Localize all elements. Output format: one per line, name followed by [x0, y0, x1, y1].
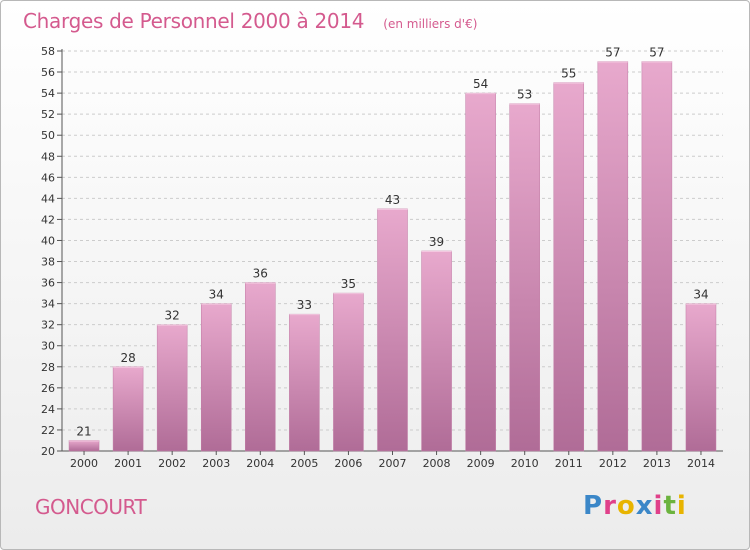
- bar: [685, 303, 717, 452]
- bar: [156, 324, 188, 452]
- bar-value-label: 36: [253, 267, 268, 281]
- bar-value-label: 34: [693, 288, 708, 302]
- bar: [509, 103, 540, 452]
- bar-value-label: 21: [76, 424, 91, 438]
- x-tick-label: 2004: [246, 457, 274, 470]
- chart-unit: (en milliers d'€): [383, 17, 478, 31]
- bar: [641, 61, 673, 452]
- y-tick-label: 52: [41, 108, 55, 121]
- y-tick-label: 20: [41, 445, 55, 458]
- title-row: Charges de Personnel 2000 à 2014 (en mil…: [23, 9, 477, 33]
- x-tick-label: 2014: [687, 457, 715, 470]
- x-tick-label: 2010: [511, 457, 539, 470]
- bar: [553, 82, 585, 452]
- bar: [112, 366, 144, 452]
- bar-value-label: 55: [561, 67, 576, 81]
- y-tick-label: 44: [41, 192, 55, 205]
- x-tick-label: 2003: [202, 457, 230, 470]
- bar: [377, 208, 408, 452]
- bar-value-label: 34: [209, 288, 224, 302]
- bar: [421, 250, 452, 452]
- x-tick-label: 2009: [467, 457, 495, 470]
- bar: [333, 292, 364, 452]
- y-tick-label: 46: [41, 171, 55, 184]
- bar-value-label: 43: [385, 193, 400, 207]
- logo-letter: P: [583, 491, 604, 521]
- logo-letter: i: [653, 491, 664, 521]
- y-tick-label: 26: [41, 382, 55, 395]
- y-tick-label: 56: [41, 66, 55, 79]
- logo-letter: r: [603, 491, 617, 521]
- y-tick-label: 50: [41, 129, 55, 142]
- y-tick-label: 48: [41, 150, 55, 163]
- logo-letter: t: [663, 491, 677, 521]
- bar-value-label: 28: [120, 351, 135, 365]
- x-tick-label: 2002: [158, 457, 186, 470]
- bar-value-label: 35: [341, 277, 356, 291]
- y-tick-label: 36: [41, 277, 55, 290]
- x-tick-label: 2007: [379, 457, 407, 470]
- x-tick-label: 2001: [114, 457, 142, 470]
- bar: [465, 92, 496, 452]
- y-tick-label: 24: [41, 403, 55, 416]
- y-tick-label: 40: [41, 234, 55, 247]
- x-tick-label: 2000: [70, 457, 98, 470]
- x-tick-label: 2012: [599, 457, 627, 470]
- y-tick-label: 42: [41, 213, 55, 226]
- bar: [289, 313, 320, 452]
- bar: [200, 303, 232, 452]
- bar-value-label: 39: [429, 235, 444, 249]
- x-tick-label: 2006: [334, 457, 362, 470]
- commune-name: GONCOURT: [35, 495, 147, 519]
- y-tick-label: 32: [41, 319, 55, 332]
- x-tick-label: 2013: [643, 457, 671, 470]
- y-tick-label: 54: [41, 87, 55, 100]
- bar-value-label: 53: [517, 88, 532, 102]
- logo-letter: o: [616, 491, 636, 521]
- y-tick-label: 58: [41, 45, 55, 58]
- bar-value-label: 57: [605, 46, 620, 60]
- y-tick-label: 22: [41, 424, 55, 437]
- y-tick-label: 38: [41, 256, 55, 269]
- chart-title: Charges de Personnel 2000 à 2014: [23, 9, 365, 33]
- x-tick-label: 2011: [555, 457, 583, 470]
- y-tick-label: 34: [41, 298, 55, 311]
- bar-value-label: 57: [649, 46, 664, 60]
- y-tick-label: 28: [41, 361, 55, 374]
- bar-value-label: 33: [297, 298, 312, 312]
- logo-letter: i: [676, 491, 687, 521]
- bar: [68, 440, 100, 452]
- x-tick-label: 2008: [423, 457, 451, 470]
- y-tick-label: 30: [41, 340, 55, 353]
- proxiti-logo[interactable]: Proxiti: [583, 491, 687, 521]
- bar-value-label: 32: [165, 309, 180, 323]
- bar: [597, 61, 629, 452]
- bar: [245, 282, 276, 452]
- x-tick-label: 2005: [290, 457, 318, 470]
- logo-letter: x: [635, 491, 654, 521]
- bar-value-label: 54: [473, 77, 488, 91]
